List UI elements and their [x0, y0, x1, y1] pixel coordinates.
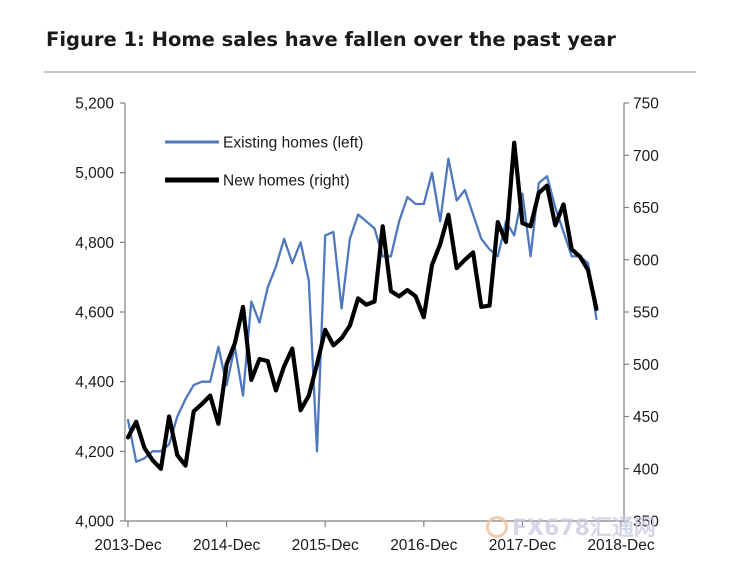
series-layer — [125, 140, 599, 471]
x-axis-tick-label: 2018-Dec — [587, 537, 654, 554]
left-axis-tick-label: 4,000 — [75, 514, 114, 531]
right-axis-tick-label: 650 — [633, 200, 659, 217]
chart-title: Figure 1: Home sales have fallen over th… — [46, 28, 616, 51]
x-axis-tick-label: 2016-Dec — [390, 537, 457, 554]
existing-homes-series-line — [126, 157, 598, 463]
left-axis-labels: 4,000 4,200 4,400 4,600 4,800 5,000 5,200 — [75, 96, 114, 531]
legend-new-homes-label: New homes (right) — [223, 173, 350, 190]
x-axis-tick-label: 2013-Dec — [94, 537, 161, 554]
chart-legend: Existing homes (left) New homes (right) — [165, 135, 363, 190]
chart-axes — [120, 102, 629, 527]
right-axis-labels: 350 400 450 500 550 600 650 700 750 — [633, 96, 659, 531]
x-axis-labels: 2013-Dec 2014-Dec 2015-Dec 2016-Dec 2017-Dec… — [94, 537, 654, 554]
x-axis-tick-label: 2015-Dec — [292, 537, 359, 554]
left-axis-tick-label: 5,200 — [75, 96, 114, 113]
right-axis-tick-label: 750 — [633, 96, 659, 113]
right-axis-tick-label: 350 — [633, 514, 659, 531]
right-axis-tick-label: 400 — [633, 461, 659, 478]
x-axis-tick-label: 2014-Dec — [193, 537, 260, 554]
left-axis-tick-label: 5,000 — [75, 165, 114, 182]
right-axis-tick-label: 600 — [633, 252, 659, 269]
legend-existing-homes-label: Existing homes (left) — [223, 135, 363, 152]
left-axis-tick-label: 4,600 — [75, 305, 114, 322]
left-axis-tick-label: 4,400 — [75, 374, 114, 391]
right-axis-tick-label: 450 — [633, 409, 659, 426]
left-axis-tick-label: 4,200 — [75, 444, 114, 461]
right-axis-tick-label: 500 — [633, 357, 659, 374]
right-axis-tick-label: 550 — [633, 305, 659, 322]
title-divider — [44, 71, 696, 73]
new-homes-series-line — [125, 140, 599, 471]
x-axis-tick-label: 2017-Dec — [489, 537, 556, 554]
left-axis-tick-label: 4,800 — [75, 235, 114, 252]
right-axis-tick-label: 700 — [633, 148, 659, 165]
